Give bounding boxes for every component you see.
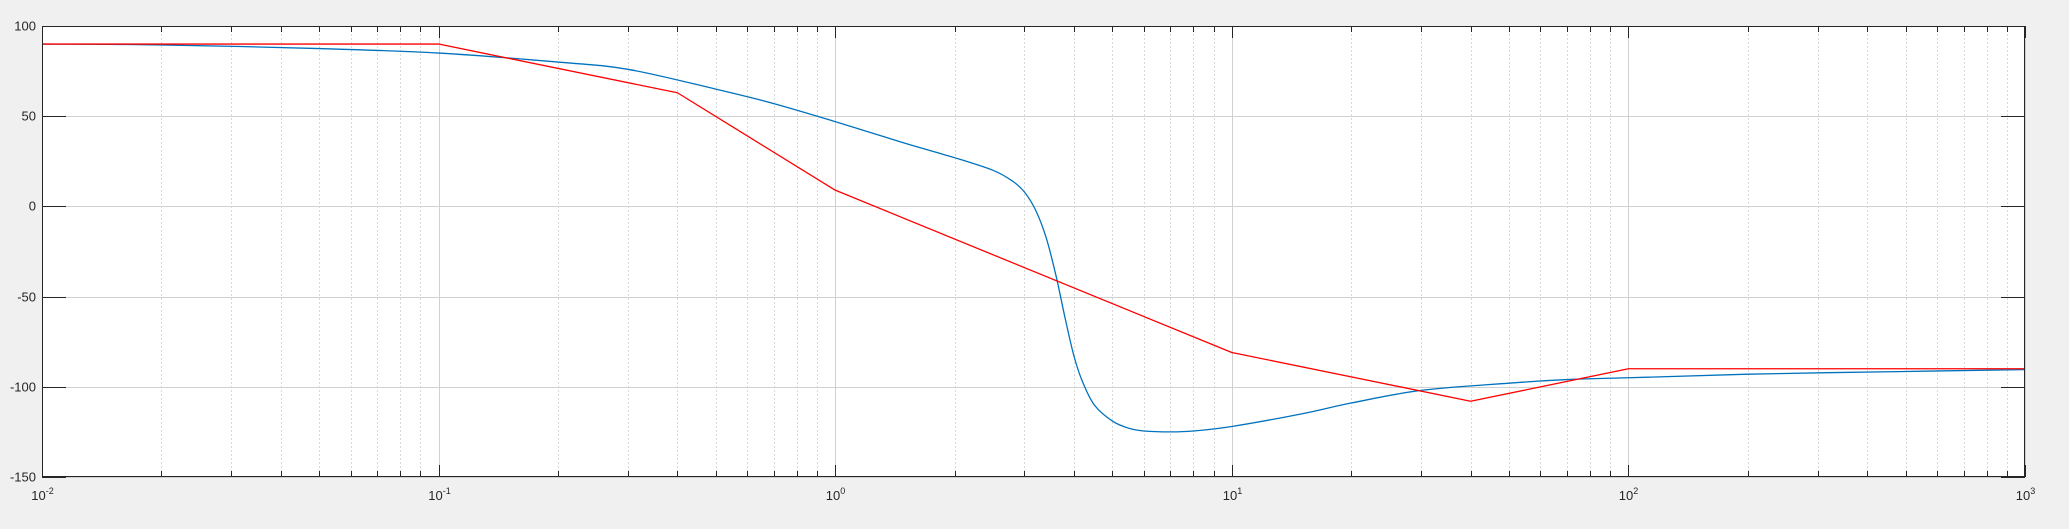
x-tick-label: 10-2 bbox=[31, 486, 53, 503]
x-tick-exponent: 2 bbox=[1633, 486, 1638, 496]
x-tick-label: 100 bbox=[826, 486, 845, 503]
x-tick-exponent: -2 bbox=[46, 486, 54, 496]
x-tick-base: 10 bbox=[1223, 488, 1237, 503]
y-tick-labels: 100 50 0 -50 -100 -150 bbox=[10, 19, 36, 485]
y-tick-label: 50 bbox=[22, 109, 36, 124]
x-tick-base: 10 bbox=[31, 488, 45, 503]
axis-ticks bbox=[42, 26, 2026, 478]
y-tick-label: 100 bbox=[14, 19, 36, 34]
y-tick-label: -150 bbox=[10, 470, 36, 485]
y-tick-label: -50 bbox=[17, 290, 36, 305]
x-tick-base: 10 bbox=[826, 488, 840, 503]
plot-area[interactable] bbox=[42, 26, 2025, 477]
x-tick-base: 10 bbox=[2016, 488, 2030, 503]
x-tick-exponent: 1 bbox=[1237, 486, 1242, 496]
y-tick-label: 0 bbox=[29, 199, 36, 214]
x-tick-exponent: -1 bbox=[443, 486, 451, 496]
minor-grid bbox=[161, 26, 2008, 477]
x-tick-label: 10-1 bbox=[428, 486, 450, 503]
x-tick-exponent: 3 bbox=[2030, 486, 2035, 496]
x-tick-label: 103 bbox=[2016, 486, 2035, 503]
series-layer bbox=[41, 43, 2026, 433]
series-line-red[interactable] bbox=[42, 43, 2025, 402]
y-tick-label: -100 bbox=[10, 380, 36, 395]
x-tick-labels: 10-2 10-1 100 101 102 103 bbox=[31, 486, 2035, 503]
plot-frame bbox=[42, 26, 2025, 477]
x-tick-base: 10 bbox=[1619, 488, 1633, 503]
x-tick-label: 102 bbox=[1619, 486, 1638, 503]
x-tick-label: 101 bbox=[1223, 486, 1242, 503]
series-line-blue[interactable] bbox=[41, 43, 2026, 433]
x-tick-base: 10 bbox=[428, 488, 442, 503]
x-tick-exponent: 0 bbox=[840, 486, 845, 496]
